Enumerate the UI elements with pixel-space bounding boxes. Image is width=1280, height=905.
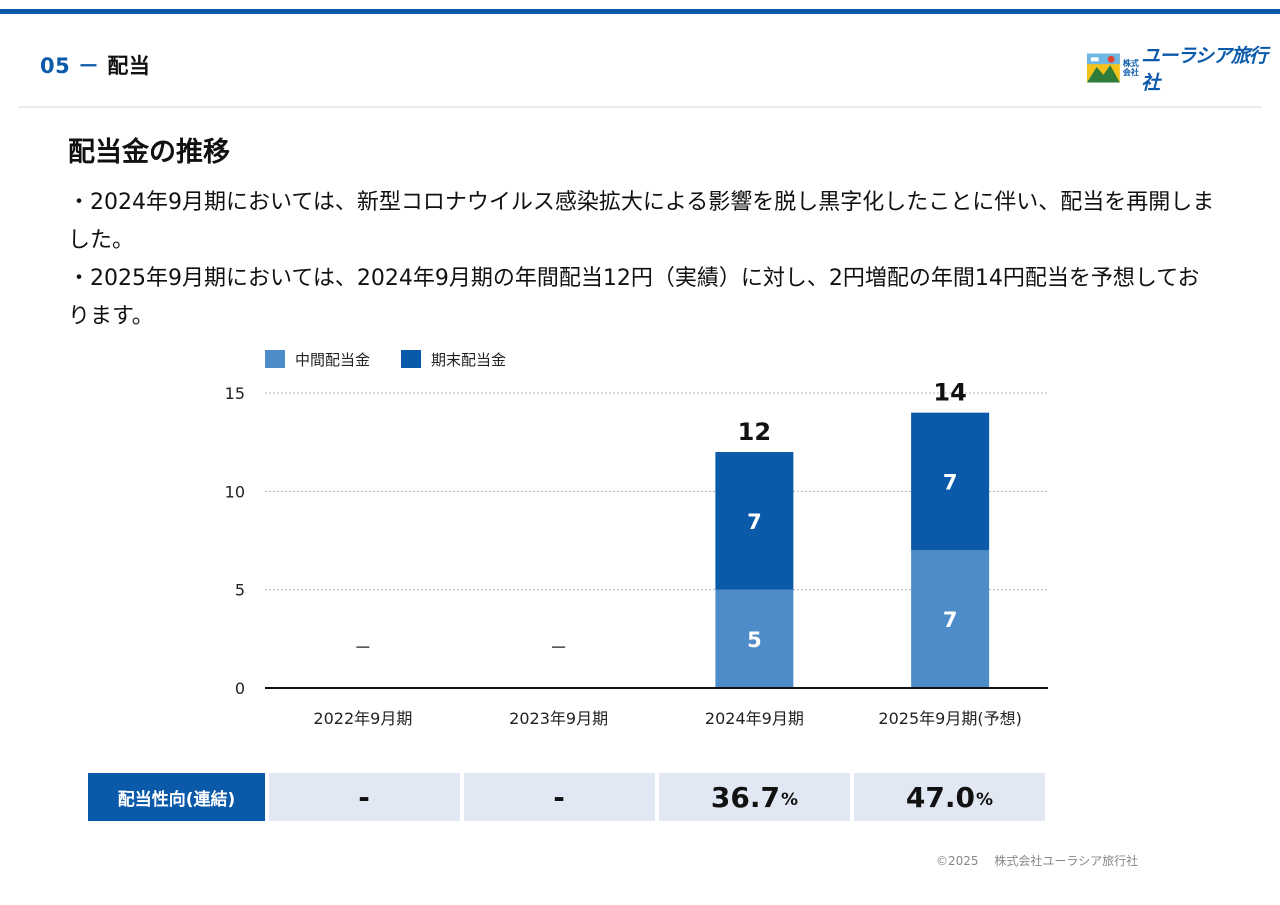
data-label: 7: [747, 510, 762, 534]
empty-marker: －: [550, 638, 568, 659]
payout-ratio-cell: 36.7%: [659, 773, 850, 821]
bar-segment: [911, 412, 990, 551]
payout-ratio-value: 36.7: [710, 780, 781, 814]
payout-ratio-label: 配当性向(連結): [88, 773, 265, 821]
copyright-text: ©2025 株式会社ユーラシア旅行社: [936, 854, 1139, 868]
payout-ratio-cell: -: [269, 773, 460, 821]
legend-swatch: [265, 350, 285, 368]
y-tick-label: 10: [225, 482, 245, 501]
total-label: 12: [738, 418, 771, 446]
bar-segment: [715, 452, 794, 590]
x-tick-label: 2022年9月期: [313, 709, 412, 728]
description-paragraph-2: ・2025年9月期においては、2024年9月期の年間配当12円（実績）に対し、2…: [68, 266, 1200, 329]
y-tick-label: 15: [225, 384, 245, 403]
legend-swatch: [401, 350, 421, 368]
x-tick-label: 2023年9月期: [509, 709, 608, 728]
logo-small-text: 株式会社: [1122, 59, 1139, 77]
data-label: 7: [943, 471, 958, 495]
total-label: 14: [933, 379, 966, 407]
x-tick-label: 2024年9月期: [705, 709, 804, 728]
top-accent-bar: [0, 9, 1280, 14]
company-logo: 株式会社 ユーラシア旅行社: [1087, 45, 1280, 94]
y-tick-label: 0: [235, 679, 245, 698]
payout-ratio-cell: 47.0%: [854, 773, 1045, 821]
section-title: 05 － 配当: [40, 50, 150, 80]
logo-text: ユーラシア旅行社: [1141, 45, 1268, 94]
payout-ratio-table: 配当性向(連結) - - 36.7% 47.0%: [88, 773, 1045, 821]
description-text: ・2024年9月期においては、新型コロナウイルス感染拡大による影響を脱し黒字化し…: [68, 184, 1218, 336]
payout-ratio-unit: %: [976, 790, 994, 810]
empty-marker: －: [354, 638, 372, 659]
legend-label: 中間配当金: [295, 351, 370, 369]
dividend-chart: 0 5 10 15 － 2022年9月期 － 2023年9月期 5 7 12 2024年9月期 7 7 14…: [225, 350, 1048, 728]
payout-ratio-value: -: [553, 780, 565, 814]
x-tick-label: 2025年9月期(予想): [878, 709, 1021, 728]
y-tick-label: 5: [235, 581, 245, 600]
header-divider: [18, 106, 1262, 108]
payout-ratio-cell: -: [464, 773, 655, 821]
data-label: 7: [943, 608, 958, 632]
bar-segment: [911, 550, 990, 688]
page-heading: 配当金の推移: [68, 137, 230, 168]
payout-ratio-value: 47.0: [905, 780, 976, 814]
logo-mark-icon: [1087, 53, 1120, 83]
bar-segment: [715, 589, 794, 688]
data-label: 5: [747, 628, 762, 652]
legend-label: 期末配当金: [431, 351, 506, 369]
payout-ratio-value: -: [358, 780, 370, 814]
section-name: 配当: [107, 54, 151, 78]
description-paragraph-1: ・2024年9月期においては、新型コロナウイルス感染拡大による影響を脱し黒字化し…: [68, 190, 1215, 253]
payout-ratio-unit: %: [781, 790, 799, 810]
section-number: 05: [40, 54, 71, 78]
section-dash: －: [78, 54, 100, 78]
